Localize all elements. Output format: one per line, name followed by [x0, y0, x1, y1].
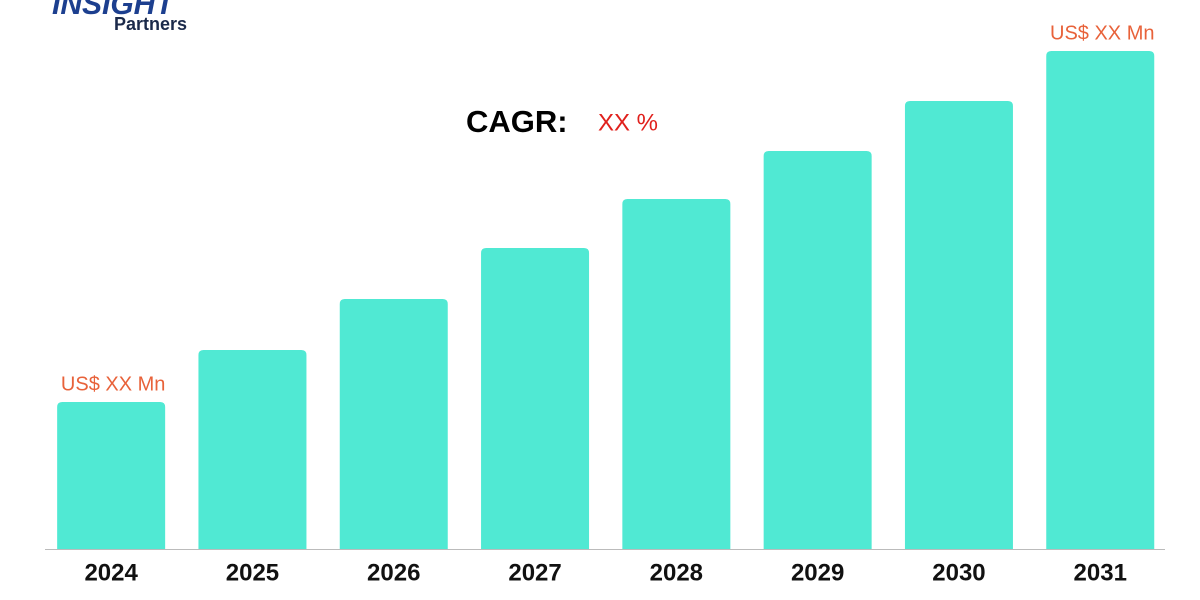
x-tick-label: 2030 [932, 559, 985, 586]
bar [198, 350, 307, 549]
bar [622, 199, 731, 549]
x-tick-label: 2026 [367, 559, 420, 586]
x-tick-label: 2029 [791, 559, 844, 586]
x-tick-label: 2025 [226, 559, 279, 586]
cagr-value: XX % [598, 109, 658, 136]
bar [339, 299, 448, 549]
logo-sub: Partners [114, 14, 187, 34]
bar [57, 402, 166, 549]
x-tick-label: 2028 [650, 559, 703, 586]
cagr-label: CAGR: [466, 104, 568, 139]
logo-brand: INSIGHT [52, 0, 176, 21]
bar [904, 101, 1013, 549]
x-tick-label: 2024 [84, 559, 138, 586]
value-label: US$ XX Mn [61, 373, 165, 395]
bar [481, 248, 590, 549]
x-tick-label: 2027 [508, 559, 561, 586]
value-label: US$ XX Mn [1050, 22, 1154, 44]
x-tick-label: 2031 [1074, 559, 1127, 586]
bar [763, 151, 872, 549]
bar [1046, 51, 1155, 549]
